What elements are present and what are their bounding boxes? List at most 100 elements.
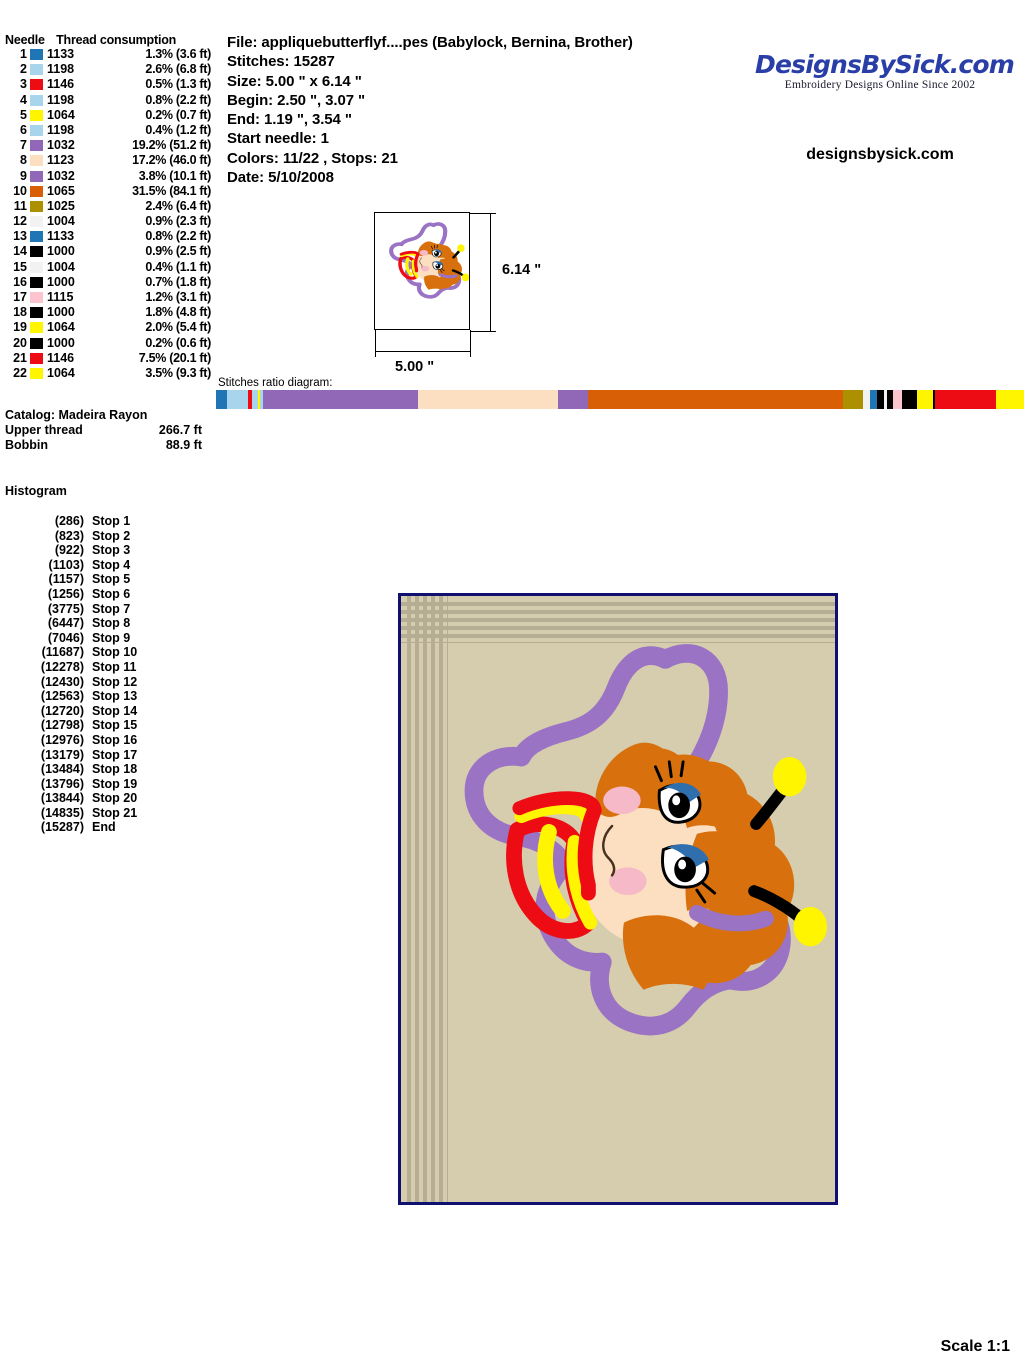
designsbysick-logo: DesignsBySick.com Embroidery Designs Onl… — [755, 52, 1015, 92]
needle-number: 10 — [13, 183, 27, 198]
thread-code: 1198 — [47, 92, 75, 107]
size-line: Size: 5.00 " x 6.14 " — [227, 72, 362, 90]
ratio-segment — [247, 390, 252, 409]
needle-number: 20 — [13, 335, 27, 350]
ratio-segment — [916, 390, 934, 409]
ratio-segment — [934, 390, 996, 409]
histogram-stitch-count: (7046) — [47, 630, 84, 645]
ratio-segment — [902, 390, 917, 409]
thread-consumption: 3.5% (9.3 ft) — [145, 365, 211, 380]
histogram-stitch-count: (12976) — [40, 732, 84, 747]
thread-code: 1198 — [47, 122, 75, 137]
needle-row: 15 1004 0.4% (1.1 ft) — [0, 260, 214, 275]
thread-color-swatch — [30, 307, 43, 319]
needle-row: 1 1133 1.3% (3.6 ft) — [0, 47, 214, 62]
thread-consumption: 2.4% (6.4 ft) — [145, 198, 211, 213]
histogram-stop-label: Stop 3 — [92, 543, 131, 558]
thread-consumption: 2.0% (5.4 ft) — [145, 320, 211, 335]
ratio-segment — [259, 390, 263, 409]
histogram-stop-label: End — [92, 820, 116, 835]
upper-thread-value: 266.7 ft — [158, 423, 202, 438]
scale-label: Scale 1:1 — [940, 1338, 1010, 1355]
thread-color-swatch — [30, 367, 43, 379]
catalog-name-line: Catalog: Madeira Rayon — [5, 408, 215, 423]
thread-consumption: 0.2% (0.6 ft) — [145, 335, 211, 350]
end-line: End: 1.19 ", 3.54 " — [227, 111, 352, 129]
histogram-stop-label: Stop 21 — [92, 805, 138, 820]
needle-rows: 1 1133 1.3% (3.6 ft) 2 1198 2.6% (6.8 ft) 3 114… — [0, 47, 214, 381]
needle-number: 19 — [13, 320, 27, 335]
thread-code: 1000 — [47, 274, 75, 289]
histogram-row: (15287) End — [0, 820, 200, 835]
histogram-stitch-count: (12278) — [40, 659, 84, 674]
thread-consumption: 1.2% (3.1 ft) — [145, 290, 211, 304]
ratio-segment — [862, 390, 871, 409]
dimension-tick-left — [375, 346, 376, 357]
thread-consumption: 3.8% (10.1 ft) — [138, 168, 212, 183]
histogram-stitch-count: (1157) — [48, 572, 84, 587]
design-preview-frame — [398, 593, 838, 1205]
histogram-stop-label: Stop 18 — [92, 762, 138, 777]
needle-row: 20 1000 0.2% (0.6 ft) — [0, 336, 214, 351]
histogram-stop-label: Stop 19 — [92, 776, 138, 791]
thread-code: 1123 — [47, 153, 75, 168]
thread-color-swatch — [30, 246, 43, 258]
thread-consumption: 0.4% (1.1 ft) — [145, 259, 211, 274]
needle-row: 9 1032 3.8% (10.1 ft) — [0, 169, 214, 184]
histogram-stop-label: Stop 1 — [92, 514, 131, 528]
upper-thread-line: Upper thread 266.7 ft — [5, 423, 215, 438]
needle-row: 8 1123 17.2% (46.0 ft) — [0, 153, 214, 168]
thread-code: 1133 — [47, 229, 75, 244]
ratio-segment — [883, 390, 888, 409]
start-needle-line: Start needle: 1 — [227, 130, 329, 148]
ratio-segment — [258, 390, 260, 409]
histogram-stop-label: Stop 9 — [92, 630, 131, 645]
histogram-stop-label: Stop 17 — [92, 747, 138, 762]
needle-row: 19 1064 2.0% (5.4 ft) — [0, 320, 214, 335]
histogram-stitch-count: (15287) — [40, 820, 84, 835]
stitches-line: Stitches: 15287 — [227, 53, 335, 71]
dimension-label-width: 5.00 " — [395, 359, 435, 375]
colors-stops-line: Colors: 11/22 , Stops: 21 — [227, 149, 398, 167]
thread-code: 1032 — [47, 138, 75, 153]
needle-row: 10 1065 31.5% (84.1 ft) — [0, 184, 214, 199]
thread-code: 1065 — [47, 183, 75, 198]
histogram-stop-label: Stop 7 — [92, 601, 131, 616]
histogram-stitch-count: (13796) — [40, 776, 84, 791]
dimension-extension-top — [470, 213, 496, 214]
needle-number: 13 — [13, 229, 27, 244]
histogram-stitch-count: (12720) — [40, 703, 84, 718]
logo-tagline: Embroidery Designs Online Since 2002 — [784, 79, 976, 91]
histogram-row: (6447) Stop 8 — [0, 616, 200, 631]
thread-consumption: 0.8% (2.2 ft) — [145, 229, 211, 244]
thread-color-swatch — [30, 200, 43, 212]
needle-number: 8 — [20, 153, 27, 168]
histogram-stitch-count: (12798) — [40, 718, 84, 733]
histogram-stop-label: Stop 16 — [92, 732, 138, 747]
histogram-stitch-count: (6447) — [47, 616, 84, 631]
thread-code: 1133 — [47, 47, 75, 61]
needle-number: 7 — [20, 138, 27, 153]
thread-consumption: 2.6% (6.8 ft) — [145, 62, 211, 77]
thread-consumption: 0.9% (2.5 ft) — [145, 244, 211, 259]
thread-code: 1004 — [47, 214, 75, 229]
file-name-line: File: appliquebutterflyf....pes (Babyloc… — [227, 34, 633, 51]
bobbin-value: 88.9 ft — [165, 438, 202, 453]
needle-number: 2 — [20, 62, 27, 77]
thread-consumption: 17.2% (46.0 ft) — [132, 153, 211, 168]
needle-number: 9 — [20, 168, 27, 183]
needle-number: 15 — [13, 259, 27, 274]
thread-color-swatch — [30, 261, 43, 273]
needle-number: 5 — [20, 107, 27, 122]
thread-code: 1032 — [47, 168, 75, 183]
thread-color-swatch — [30, 170, 43, 182]
needle-row: 18 1000 1.8% (4.8 ft) — [0, 305, 214, 320]
histogram-row: (3775) Stop 7 — [0, 602, 200, 617]
histogram-row: (13484) Stop 18 — [0, 762, 200, 777]
histogram-stop-label: Stop 5 — [92, 572, 131, 587]
needle-row: 11 1025 2.4% (6.4 ft) — [0, 199, 214, 214]
histogram-stop-label: Stop 8 — [92, 616, 131, 631]
dimension-label-height: 6.14 " — [502, 262, 542, 278]
thread-code: 1000 — [47, 305, 75, 320]
needle-row: 22 1064 3.5% (9.3 ft) — [0, 366, 214, 381]
